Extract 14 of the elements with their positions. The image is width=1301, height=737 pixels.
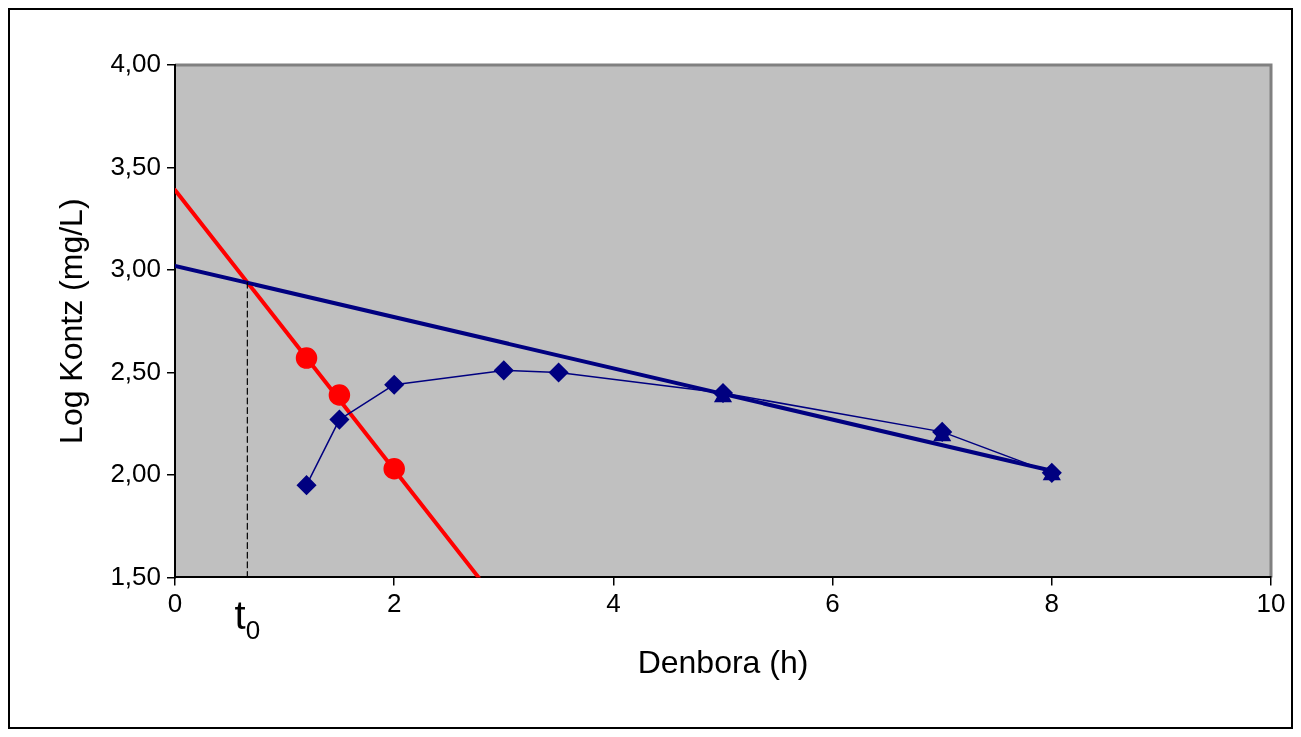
y-axis-title: Log Kontz (mg/L)	[53, 198, 90, 444]
y-tick-label: 4,00	[110, 48, 161, 79]
x-tick-label: 4	[606, 588, 621, 619]
y-tick-label: 2,50	[110, 355, 161, 386]
y-tick-label: 2,00	[110, 458, 161, 489]
x-tick-label: 2	[386, 588, 402, 619]
y-tick-label: 1,50	[110, 560, 161, 591]
x-tick-label: 0	[167, 588, 183, 619]
x-tick-label: 10	[1256, 588, 1286, 619]
y-tick-label: 3,50	[110, 150, 161, 181]
x-tick-label: 8	[1044, 588, 1060, 619]
x-tick-label: 6	[825, 588, 840, 619]
y-tick-label: 3,00	[110, 253, 161, 284]
x-axis-title: Denbora (h)	[637, 643, 809, 680]
